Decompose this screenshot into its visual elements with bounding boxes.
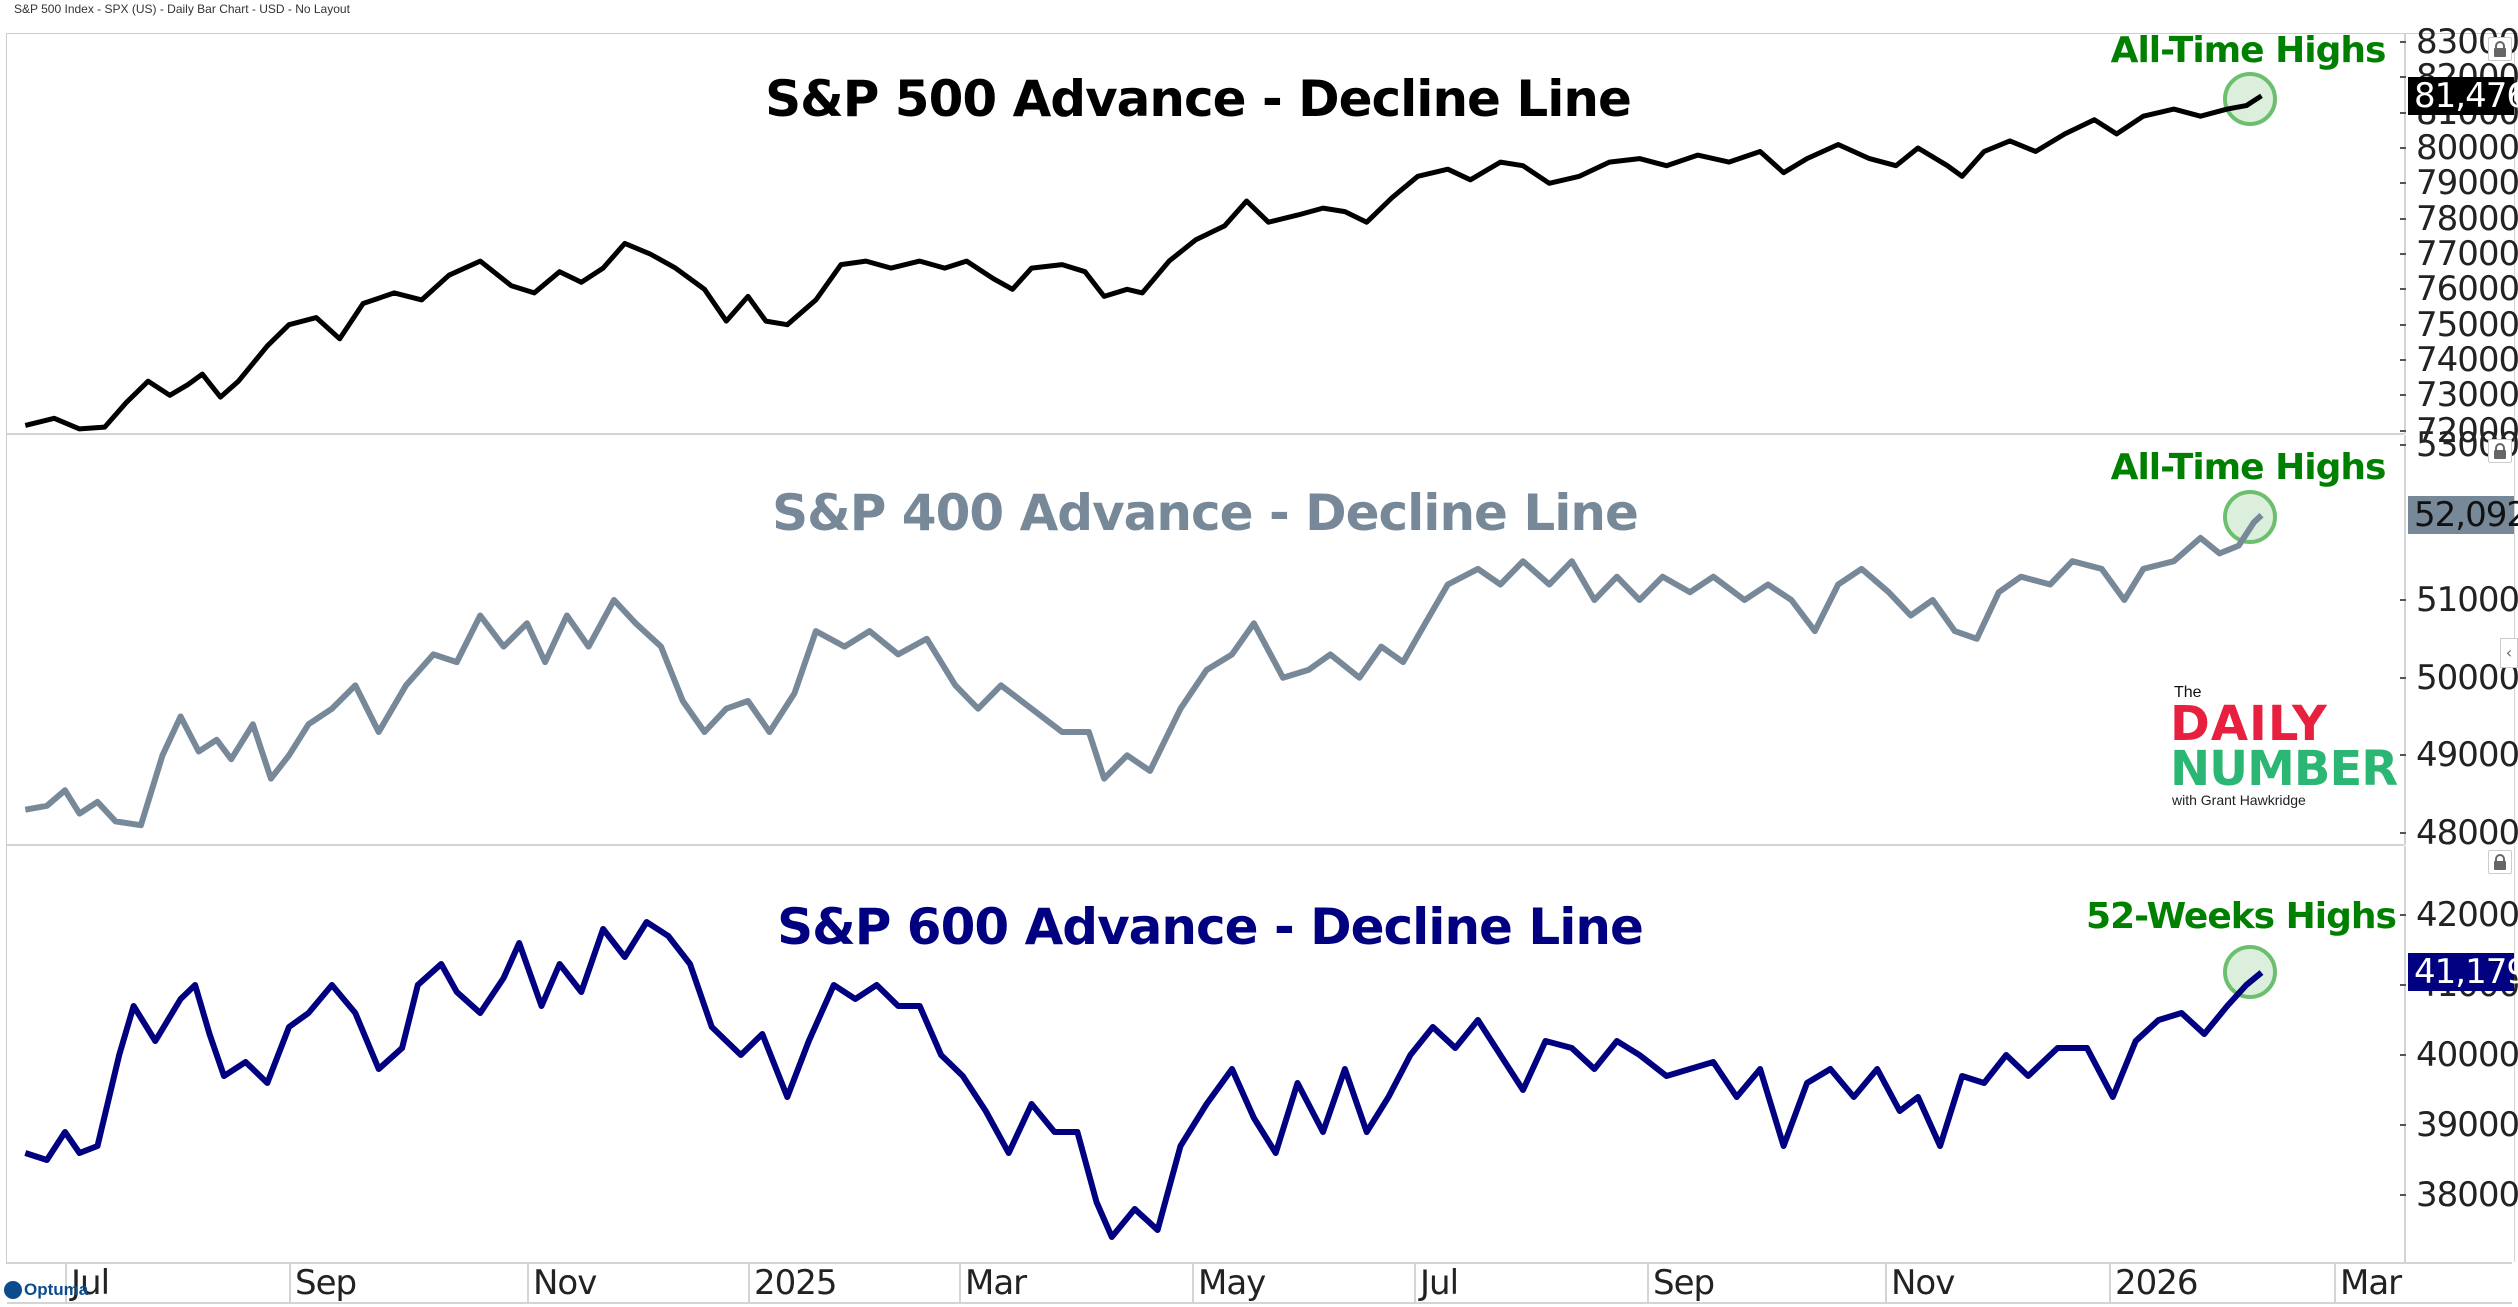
panel-title-sp400: S&P 400 Advance - Decline Line: [772, 484, 1639, 542]
lock-icon[interactable]: [2488, 850, 2512, 874]
y-tick-label: 78000: [2416, 198, 2518, 239]
lock-icon[interactable]: [2488, 37, 2512, 61]
x-tick-label: Mar: [959, 1264, 1027, 1302]
panel-sp400: [7, 435, 2404, 846]
y-tick-label: 80000: [2416, 128, 2518, 168]
y-tick-label: 39000: [2416, 1105, 2518, 1145]
y-tick-mark: [2400, 429, 2406, 432]
y-tick-mark: [2400, 599, 2406, 601]
y-tick-label: 42000: [2416, 895, 2518, 935]
y-tick-mark: [2400, 253, 2406, 255]
optuma-text: Optuma: [24, 1280, 89, 1299]
y-tick-label: 51000: [2416, 580, 2518, 620]
y-tick-label: 75000: [2416, 304, 2518, 345]
y-tick-mark: [2400, 1194, 2406, 1196]
x-tick-label: Nov: [1885, 1264, 1955, 1302]
y-tick-mark: [2400, 676, 2406, 679]
lock-icon[interactable]: [2488, 439, 2512, 463]
x-tick-label: Nov: [527, 1264, 597, 1302]
y-axis-sp600[interactable]: 420004100040000390003800041,179: [2400, 846, 2518, 1262]
panel-title-sp600: S&P 600 Advance - Decline Line: [777, 898, 1644, 956]
collapse-panel-button[interactable]: ‹: [2500, 638, 2518, 668]
logo-the: The: [2174, 684, 2202, 701]
series-line-sp500: [24, 93, 2263, 432]
y-axis-sp500[interactable]: 8300082000810008000079000780007700076000…: [2400, 25, 2518, 448]
y-tick-mark: [2400, 394, 2406, 397]
y-tick-label: 49000: [2416, 735, 2518, 776]
x-tick-label: Jul: [65, 1264, 110, 1302]
y-tick-mark: [2400, 76, 2406, 79]
x-tick-label: 2026: [2109, 1264, 2199, 1302]
y-tick-mark: [2400, 217, 2406, 220]
y-tick-label: 76000: [2416, 269, 2518, 310]
window-title: S&P 500 Index - SPX (US) - Daily Bar Cha…: [14, 2, 350, 16]
y-tick-label: 48000: [2416, 813, 2518, 853]
last-value-tag-sp600: 41,179: [2408, 953, 2518, 992]
y-tick-mark: [2400, 1054, 2406, 1056]
y-tick-label: 74000: [2416, 340, 2518, 380]
optuma-watermark: Optuma: [4, 1280, 88, 1300]
y-tick-mark: [2400, 984, 2406, 986]
x-tick-label: Sep: [289, 1264, 357, 1302]
highlight-circle-sp500: [2223, 72, 2277, 126]
logo-byline: with Grant Hawkridge: [2172, 792, 2306, 808]
series-line-sp400: [24, 513, 2264, 829]
y-tick-label: 73000: [2416, 375, 2518, 416]
y-axis-sp400[interactable]: 53000 51000 50000 49000 48000 52,092: [2400, 428, 2518, 850]
x-tick-label: 2025: [748, 1264, 838, 1302]
x-tick-label: May: [1192, 1264, 1266, 1302]
chart-frame: [6, 33, 2518, 1264]
x-tick-label: Mar: [2334, 1264, 2402, 1302]
x-axis[interactable]: Jul Sep Nov 2025 Mar May Jul Sep Nov 2026 Mar: [7, 1262, 2512, 1304]
last-value-tag-sp400: 52,092: [2408, 496, 2518, 535]
last-value-tag-sp500: 81,476: [2408, 76, 2518, 115]
y-tick-mark: [2400, 41, 2406, 43]
logo-number: NUMBER: [2170, 741, 2398, 797]
panel-title-sp500: S&P 500 Advance - Decline Line: [765, 70, 1632, 128]
y-tick-mark: [2400, 147, 2406, 149]
x-tick-label: Sep: [1647, 1264, 1715, 1302]
x-tick-label: Jul: [1414, 1264, 1459, 1302]
y-tick-mark: [2400, 323, 2406, 326]
logo-daily: DAILY: [2170, 696, 2328, 752]
optuma-logo-icon: [4, 1281, 22, 1299]
daily-number-logo: The DAILY NUMBER with Grant Hawkridge: [2170, 684, 2410, 808]
y-tick-label: 38000: [2416, 1175, 2518, 1215]
y-tick-mark: [2400, 111, 2406, 114]
y-tick-mark: [2400, 754, 2406, 757]
annotation-sp400: All-Time Highs: [2110, 447, 2387, 488]
highlight-circle-sp400: [2223, 490, 2277, 544]
annotation-sp500: All-Time Highs: [2110, 30, 2387, 71]
annotation-sp600: 52-Weeks Highs: [2086, 896, 2397, 937]
y-tick-mark: [2400, 359, 2406, 361]
highlight-circle-sp600: [2223, 945, 2277, 999]
y-tick-mark: [2400, 288, 2406, 291]
panel-sp500: [7, 33, 2404, 435]
y-tick-mark: [2400, 832, 2406, 834]
y-tick-mark: [2400, 443, 2406, 446]
series-line-sp600: [24, 919, 2264, 1240]
y-tick-label: 77000: [2416, 234, 2518, 274]
y-tick-mark: [2400, 182, 2406, 185]
y-tick-label: 79000: [2416, 163, 2518, 204]
y-tick-mark: [2400, 914, 2406, 916]
y-tick-mark: [2400, 1124, 2406, 1126]
y-tick-label: 40000: [2416, 1035, 2518, 1075]
